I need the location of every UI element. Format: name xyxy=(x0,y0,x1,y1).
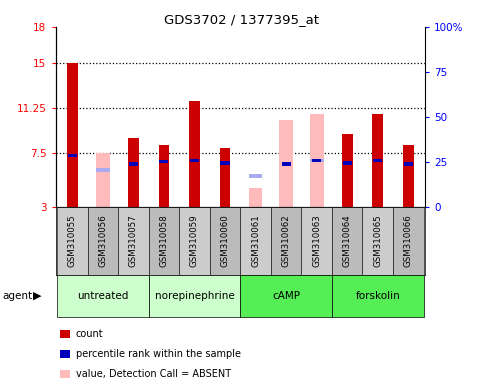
Bar xyxy=(241,275,332,317)
Bar xyxy=(128,137,139,207)
Text: GSM310059: GSM310059 xyxy=(190,215,199,267)
Text: GSM310066: GSM310066 xyxy=(404,215,413,267)
Bar xyxy=(149,275,241,317)
Bar xyxy=(210,207,241,275)
Text: count: count xyxy=(76,329,103,339)
Text: agent: agent xyxy=(2,291,32,301)
Bar xyxy=(189,101,200,207)
Bar xyxy=(282,162,291,166)
Text: untreated: untreated xyxy=(77,291,128,301)
Bar xyxy=(249,188,262,207)
Bar xyxy=(96,153,110,207)
Bar xyxy=(190,159,199,162)
Bar xyxy=(220,161,229,164)
Bar xyxy=(342,161,352,164)
Bar xyxy=(362,207,393,275)
Bar xyxy=(57,275,149,317)
Bar xyxy=(249,174,262,178)
Text: forskolin: forskolin xyxy=(355,291,400,301)
Bar xyxy=(312,159,321,162)
Bar xyxy=(404,162,413,166)
Bar xyxy=(241,207,271,275)
Bar xyxy=(159,160,169,163)
Text: GSM310056: GSM310056 xyxy=(99,215,107,267)
Bar xyxy=(158,145,170,207)
Text: GSM310064: GSM310064 xyxy=(342,215,352,267)
Bar xyxy=(118,207,149,275)
Bar xyxy=(393,207,424,275)
Text: GSM310058: GSM310058 xyxy=(159,215,169,267)
Text: GSM310065: GSM310065 xyxy=(373,215,382,267)
Bar xyxy=(310,159,324,162)
Bar xyxy=(96,168,110,172)
Text: GSM310060: GSM310060 xyxy=(221,215,229,267)
Text: GSM310063: GSM310063 xyxy=(312,215,321,267)
Text: GDS3702 / 1377395_at: GDS3702 / 1377395_at xyxy=(164,13,319,26)
Bar xyxy=(373,159,382,162)
Text: GSM310055: GSM310055 xyxy=(68,215,77,267)
Text: percentile rank within the sample: percentile rank within the sample xyxy=(76,349,241,359)
Text: ▶: ▶ xyxy=(33,291,42,301)
Bar xyxy=(279,119,293,207)
Bar xyxy=(220,148,230,207)
Bar xyxy=(271,207,301,275)
Bar xyxy=(332,207,362,275)
Text: value, Detection Call = ABSENT: value, Detection Call = ABSENT xyxy=(76,369,231,379)
Bar xyxy=(372,114,383,207)
Bar xyxy=(179,207,210,275)
Text: GSM310062: GSM310062 xyxy=(282,215,291,267)
Bar xyxy=(332,275,424,317)
Bar xyxy=(310,114,324,207)
Text: GSM310057: GSM310057 xyxy=(129,215,138,267)
Text: GSM310061: GSM310061 xyxy=(251,215,260,267)
Bar xyxy=(68,154,77,157)
Bar xyxy=(403,145,413,207)
Bar xyxy=(301,207,332,275)
Bar xyxy=(87,207,118,275)
Bar xyxy=(149,207,179,275)
Text: norepinephrine: norepinephrine xyxy=(155,291,234,301)
Bar xyxy=(129,162,138,166)
Bar xyxy=(67,63,78,207)
Bar xyxy=(342,134,353,207)
Text: cAMP: cAMP xyxy=(272,291,300,301)
Bar xyxy=(57,207,87,275)
